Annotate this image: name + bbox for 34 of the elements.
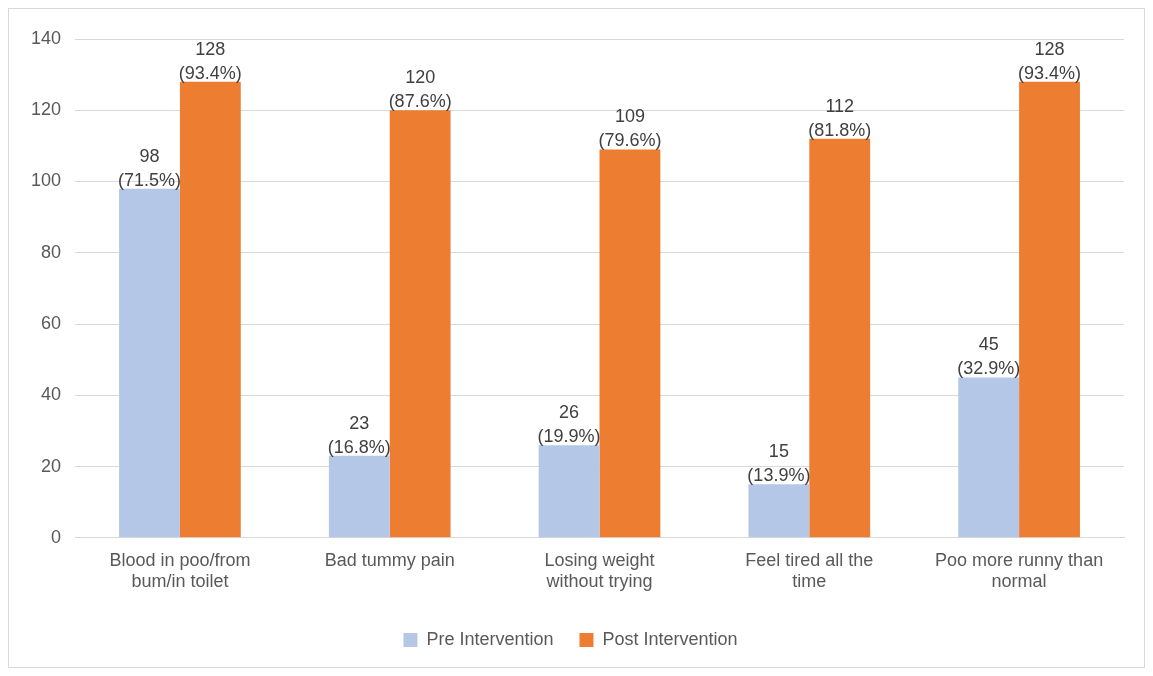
bar [389,110,451,538]
data-label: 98 (71.5%) [117,145,182,190]
bar [748,484,810,538]
data-label: 112 (81.8%) [808,95,872,140]
data-label: 23 (16.8%) [327,412,391,457]
bar [179,81,241,538]
bar [119,188,180,538]
x-tick-label: Losing weight without trying [544,549,655,592]
y-tick-label: 20 [41,455,62,476]
data-label: 120 (87.6%) [388,67,452,112]
y-tick-label: 80 [41,241,62,262]
x-tick-label: Blood in poo/from bum/in toilet [109,549,251,592]
bar [1019,81,1080,538]
x-tick-label: Feel tired all the time [745,549,874,592]
x-tick-label: Poo more runny than normal [935,549,1104,592]
y-tick-label: 60 [41,313,62,333]
data-label: 128 (93.4%) [178,38,242,83]
data-label: 128 (93.4%) [1018,38,1082,83]
legend-label: Post Intervention [602,628,738,649]
data-label: 26 (19.9%) [537,402,601,447]
legend-label: Pre Intervention [426,628,554,649]
y-tick-label: 100 [30,170,62,191]
y-tick-label: 0 [51,526,62,547]
y-tick-label: 40 [41,384,62,405]
bar [538,445,600,538]
y-tick-label: 120 [30,99,62,120]
data-label: 45 (32.9%) [957,334,1021,379]
bar [328,455,390,538]
bar [958,377,1020,538]
data-label: 109 (79.6%) [598,106,662,151]
bar [809,138,871,538]
bar [599,149,661,538]
x-tick-label: Bad tummy pain [324,549,455,570]
y-tick-label: 140 [30,27,62,48]
